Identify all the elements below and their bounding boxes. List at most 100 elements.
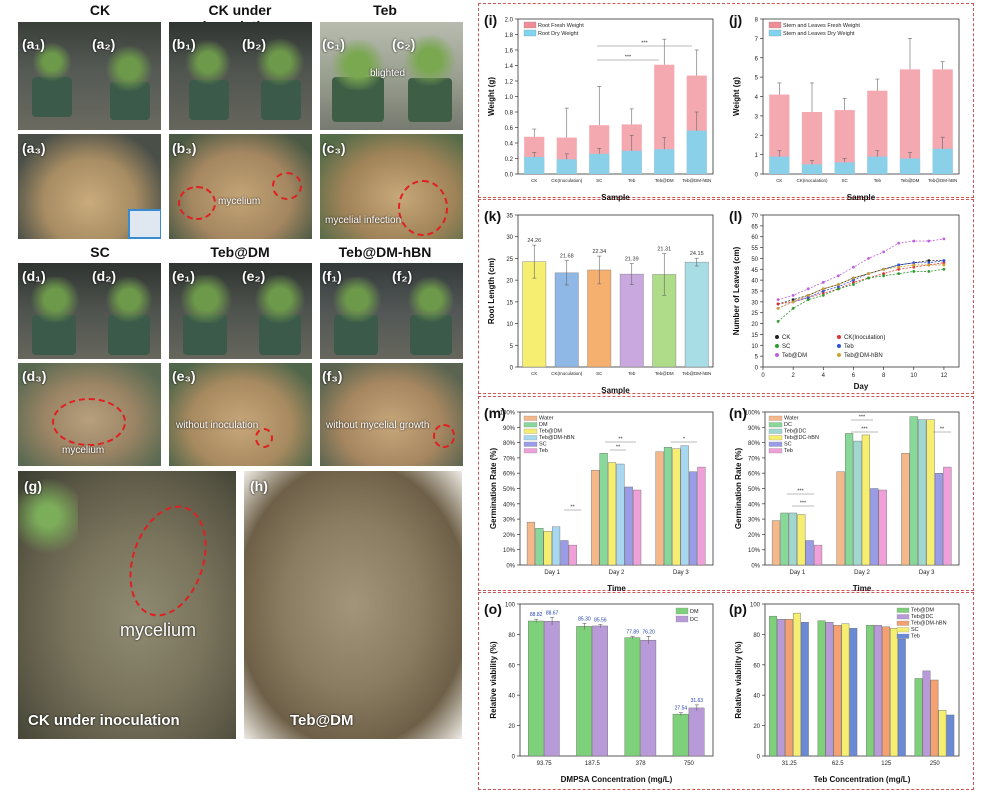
bar-o-dc-3 xyxy=(688,707,705,757)
ytick-label-p-4: 80 xyxy=(753,633,760,639)
point-l-teb-dm-hbn-2 xyxy=(806,293,810,297)
ytick-label-i-7: 1.4 xyxy=(505,64,514,70)
xtick-label-k-0: CK xyxy=(531,371,537,376)
value-label-k-4: 21.31 xyxy=(657,247,671,253)
photo-e1-e2 xyxy=(169,263,312,359)
bar-n-teb-dc-0 xyxy=(788,512,797,566)
bar-o-dm-3 xyxy=(672,713,689,757)
bar-m-dm-0 xyxy=(535,528,544,566)
photo-f1-f2 xyxy=(320,263,463,359)
bar-j-stem-and-leaves-fresh-weight-1 xyxy=(801,112,823,174)
ytick-label-l-10: 50 xyxy=(751,257,758,263)
ytick-label-n-3: 30% xyxy=(748,518,761,524)
bar-o-dm-1 xyxy=(576,626,592,757)
bar-j-stem-and-leaves-dry-weight-4 xyxy=(899,158,921,174)
ylabel-o: Relative viability (%) xyxy=(489,641,498,719)
note-without-mycelial-growth: without mycelial growth xyxy=(326,420,430,431)
ytick-label-o-2: 40 xyxy=(508,694,515,700)
ytick-label-l-1: 5 xyxy=(755,355,759,361)
legend-swatch-i-root-dry-weight xyxy=(523,29,537,37)
label-d3: (d₃) xyxy=(22,368,47,384)
bar-m-teb-dm-2 xyxy=(672,448,681,566)
value-label-k-3: 21.39 xyxy=(625,257,639,263)
ytick-label-m-3: 30% xyxy=(503,518,516,524)
point-l-ck-inoculation-3 xyxy=(821,291,825,295)
legend-label-j-stem-and-leaves-fresh-weight: Stem and Leaves Fresh Weight xyxy=(783,23,860,29)
panel-label-k: (k) xyxy=(484,208,501,224)
photo-g xyxy=(18,471,236,739)
legend-label-o-dm: DM xyxy=(690,609,699,615)
bar-p-teb-dm-hbn-0 xyxy=(785,619,793,757)
value-label-o-dm-3: 27.54 xyxy=(675,706,688,712)
bar-j-stem-and-leaves-fresh-weight-5 xyxy=(932,69,953,174)
ytick-label-i-0: 0.0 xyxy=(505,173,514,179)
legend-label-l-teb: Teb xyxy=(844,344,854,350)
point-l-sc-7 xyxy=(882,274,886,278)
ytick-label-l-0: 0 xyxy=(755,366,759,372)
value-label-o-dm-2: 77.89 xyxy=(626,629,639,635)
ytick-label-j-4: 4 xyxy=(755,95,759,101)
value-label-o-dc-3: 31.63 xyxy=(691,698,704,704)
xtick-label-n-0: Day 1 xyxy=(789,570,805,576)
bar-n-water-1 xyxy=(836,471,845,566)
line-l-teb-dm-hbn xyxy=(777,264,944,309)
label-c2: (c₂) xyxy=(392,36,416,52)
ytick-label-j-1: 1 xyxy=(755,153,759,159)
bar-p-teb-dm-0 xyxy=(769,615,777,757)
group-title-ck: CK xyxy=(89,2,111,18)
plot-frame-l xyxy=(762,214,960,368)
chart-i: (i) 0.0 0.2 0.4 0.6 0.8 1.0 1.2 1.4 1.6 1.8 2.0 Samp… xyxy=(484,12,714,202)
legend-swatch-n-teb-dc xyxy=(768,428,783,434)
ytick-label-i-8: 1.6 xyxy=(505,49,514,55)
photo-b1-b2 xyxy=(169,22,312,130)
point-l-sc-11 xyxy=(942,267,946,271)
bar-m-teb-1 xyxy=(633,489,642,566)
ytick-label-i-9: 1.8 xyxy=(505,33,514,39)
bar-n-teb-dc-hbn-1 xyxy=(861,434,871,566)
label-b3: (b₃) xyxy=(172,140,197,156)
bar-n-sc-0 xyxy=(805,540,814,566)
legend-label-p-teb-dc: Teb@DC xyxy=(911,614,933,620)
bar-m-water-1 xyxy=(591,469,600,566)
bar-o-dc-0 xyxy=(543,621,560,757)
photo-h xyxy=(244,471,462,739)
bar-j-stem-and-leaves-fresh-weight-3 xyxy=(867,90,888,174)
xtick-label-j-5: Teb@DM-hBN xyxy=(928,178,957,183)
point-l-sc-10 xyxy=(927,270,931,273)
ytick-label-l-11: 55 xyxy=(751,246,758,252)
bar-i-root-dry-weight-2 xyxy=(589,153,610,174)
point-l-teb-dm-8 xyxy=(897,241,901,245)
xtick-label-n-2: Day 3 xyxy=(919,570,935,576)
legend-label-l-ck: CK xyxy=(782,335,790,341)
ytick-label-n-4: 40% xyxy=(748,502,761,508)
xtick-label-p-3: 250 xyxy=(930,761,941,767)
label-a2: (a₂) xyxy=(92,36,116,52)
bar-m-teb-dm-hbn-2 xyxy=(680,445,689,566)
bar-m-teb-2 xyxy=(697,466,706,566)
sig-label-m-1: ** xyxy=(618,437,623,443)
point-l-teb-dm-1 xyxy=(791,293,795,297)
ytick-label-m-10: 100% xyxy=(500,411,516,417)
xtick-label-i-0: CK xyxy=(531,178,537,183)
legend-swatch-n-dc xyxy=(768,422,783,428)
ytick-label-i-4: 0.8 xyxy=(505,111,514,117)
ytick-label-n-10: 100% xyxy=(745,411,761,417)
point-l-teb-8 xyxy=(897,263,901,267)
sig-label-n-2: *** xyxy=(861,427,868,433)
xtick-label-k-2: SC xyxy=(596,371,603,376)
ytick-label-o-4: 80 xyxy=(508,633,515,639)
legend-label-m-sc: SC xyxy=(539,442,547,448)
label-a3: (a₃) xyxy=(22,140,46,156)
note-mycelial-infection: mycelial infection xyxy=(325,215,402,226)
legend-label-n-teb-dc-hbn: Teb@DC-hBN xyxy=(784,435,819,441)
xtick-label-p-0: 31.25 xyxy=(782,761,798,767)
legend-label-l-teb-dm-hbn: Teb@DM-hBN xyxy=(844,353,883,359)
ylabel-p: Relative viability (%) xyxy=(734,641,743,719)
bar-n-water-0 xyxy=(771,520,781,566)
point-l-teb-dm-hbn-0 xyxy=(776,306,780,310)
label-h: (h) xyxy=(250,478,268,494)
chart-m: (m) 0% 10% 20% 30% 40% 50% 60% 70% 80% 90% 100% Time… xyxy=(484,405,714,593)
bar-p-teb-dm-hbn-2 xyxy=(882,626,890,757)
legend-swatch-n-teb xyxy=(768,448,783,454)
ytick-label-l-8: 40 xyxy=(751,279,758,285)
